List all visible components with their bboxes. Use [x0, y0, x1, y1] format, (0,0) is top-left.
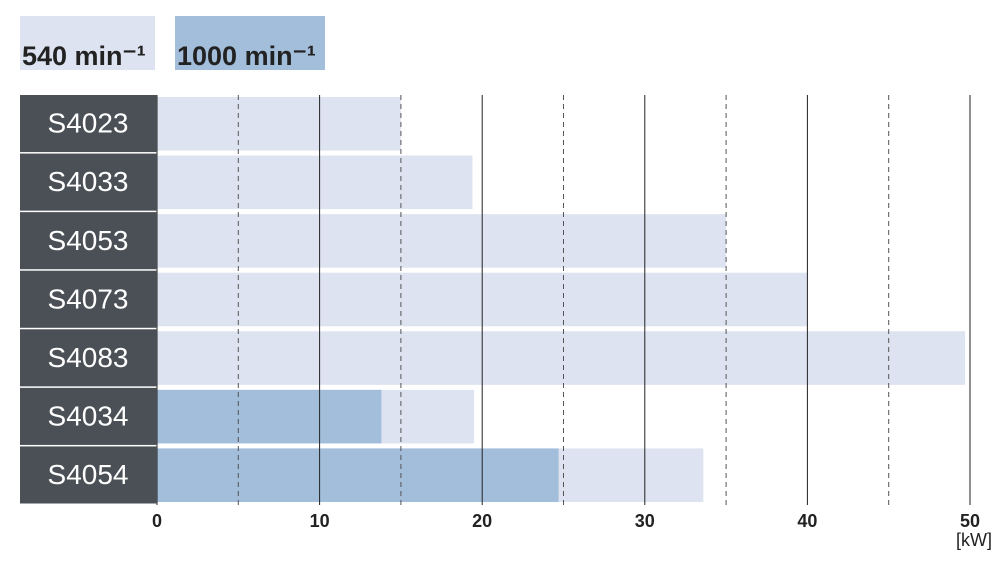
- bar: [157, 214, 727, 268]
- x-tick-label: 10: [310, 511, 330, 531]
- category-label: S4023: [48, 108, 129, 139]
- category-box: [20, 387, 157, 445]
- bar: [157, 389, 382, 444]
- bar: [157, 448, 559, 502]
- category-label: S4053: [48, 225, 129, 256]
- legend-label: 540 min⁻¹: [22, 41, 146, 71]
- legend-label: 1000 min⁻¹: [177, 41, 316, 71]
- category-box: [20, 95, 157, 153]
- category-box: [20, 446, 157, 504]
- bar: [157, 331, 966, 385]
- bar: [157, 155, 473, 210]
- category-box: [20, 212, 157, 270]
- category-label: S4054: [48, 459, 129, 490]
- x-tick-label: 20: [472, 511, 492, 531]
- bar: [157, 97, 401, 151]
- category-label: S4083: [48, 342, 129, 373]
- category-box: [20, 329, 157, 387]
- category-label: S4033: [48, 166, 129, 197]
- category-label: S4034: [48, 401, 129, 432]
- legend-swatch: [175, 16, 325, 70]
- x-tick-label: 50: [960, 511, 980, 531]
- x-tick-label: 30: [635, 511, 655, 531]
- x-tick-label: 0: [152, 511, 162, 531]
- category-label: S4073: [48, 283, 129, 314]
- category-box: [20, 270, 157, 328]
- legend-swatch: [20, 16, 155, 70]
- x-tick-label: 40: [797, 511, 817, 531]
- unit-label: [kW]: [956, 530, 992, 550]
- category-box: [20, 153, 157, 211]
